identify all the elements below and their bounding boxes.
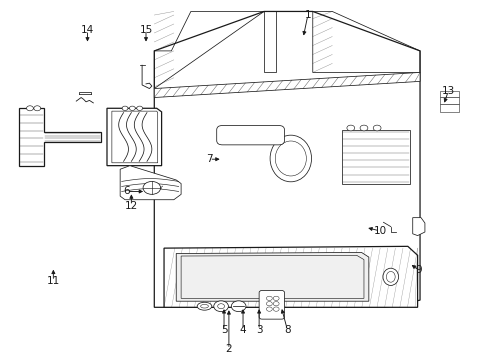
Circle shape xyxy=(372,125,380,131)
Text: 10: 10 xyxy=(373,226,386,236)
Circle shape xyxy=(26,106,33,111)
Text: 15: 15 xyxy=(139,25,152,35)
Polygon shape xyxy=(163,246,417,307)
Circle shape xyxy=(129,106,135,111)
Text: 5: 5 xyxy=(220,325,227,335)
Polygon shape xyxy=(120,166,181,200)
Text: 13: 13 xyxy=(441,86,454,96)
Polygon shape xyxy=(107,108,161,166)
Circle shape xyxy=(231,301,245,312)
Ellipse shape xyxy=(197,302,211,310)
Circle shape xyxy=(34,106,41,111)
Text: 11: 11 xyxy=(47,276,60,286)
Text: 14: 14 xyxy=(81,25,94,35)
Text: 3: 3 xyxy=(255,325,262,335)
Text: 12: 12 xyxy=(124,201,138,211)
Text: 4: 4 xyxy=(239,325,246,335)
Circle shape xyxy=(137,106,142,111)
Circle shape xyxy=(359,125,367,131)
FancyBboxPatch shape xyxy=(439,97,458,104)
FancyBboxPatch shape xyxy=(216,126,284,145)
Text: 6: 6 xyxy=(123,186,129,197)
Ellipse shape xyxy=(382,268,398,285)
Circle shape xyxy=(143,181,160,194)
Text: 7: 7 xyxy=(205,154,212,164)
Text: 9: 9 xyxy=(415,265,422,275)
Polygon shape xyxy=(341,130,409,184)
Polygon shape xyxy=(412,218,424,235)
Ellipse shape xyxy=(269,135,311,182)
Circle shape xyxy=(346,125,354,131)
FancyBboxPatch shape xyxy=(259,291,284,319)
Circle shape xyxy=(122,106,128,111)
Polygon shape xyxy=(176,252,368,301)
Circle shape xyxy=(213,301,228,312)
Text: 1: 1 xyxy=(304,10,310,20)
Polygon shape xyxy=(19,108,101,166)
Text: 2: 2 xyxy=(225,344,232,354)
FancyBboxPatch shape xyxy=(439,91,458,97)
Polygon shape xyxy=(154,72,419,98)
FancyBboxPatch shape xyxy=(439,104,458,112)
Text: 8: 8 xyxy=(284,325,290,335)
